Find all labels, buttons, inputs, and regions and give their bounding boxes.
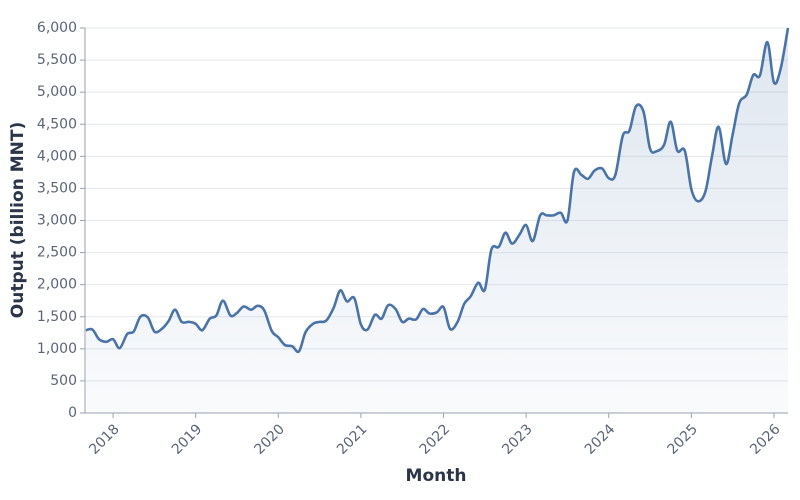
y-tick-label: 4,500 (37, 116, 77, 132)
y-tick-label: 5,000 (37, 84, 77, 100)
x-tick-label: 2024 (582, 421, 619, 458)
line (85, 27, 790, 354)
x-axis-title: Month (406, 466, 467, 486)
x-tick-label: 2022 (417, 421, 454, 458)
y-axis-title: Output (billion MNT) (8, 122, 28, 318)
y-tick-label: 3,000 (37, 213, 77, 229)
y-tick-label: 2,000 (37, 277, 77, 293)
y-tick-label: 3,500 (37, 180, 77, 196)
y-tick-label: 0 (68, 405, 77, 421)
x-tick-label: 2019 (169, 421, 206, 458)
y-tick-label: 5,500 (37, 52, 77, 68)
y-tick-label: 1,500 (37, 309, 77, 325)
y-tick-label: 4,000 (37, 148, 77, 164)
x-tick-label: 2018 (86, 421, 123, 458)
x-tick-label: 2025 (664, 421, 701, 458)
y-tick-label: 2,500 (37, 245, 77, 261)
y-tick-label: 1,000 (37, 341, 77, 357)
y-tick-label: 6,000 (37, 20, 77, 36)
x-tick-label: 2021 (334, 421, 371, 458)
x-tick-label: 2023 (499, 421, 536, 458)
x-tick-label: 2020 (251, 421, 288, 458)
y-tick-label: 500 (50, 373, 77, 389)
x-tick-label: 2026 (747, 421, 784, 458)
area (85, 28, 788, 413)
